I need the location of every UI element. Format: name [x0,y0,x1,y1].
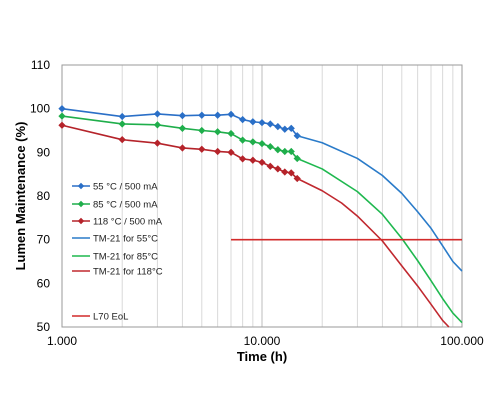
data-point-118-c-500-ma [227,148,235,156]
legend-label: 55 °C / 500 mA [93,182,158,193]
data-point-55-c-500-ma [287,124,295,132]
x-tick-label: 100.000 [440,334,484,348]
data-point-118-c-500-ma [287,169,295,177]
data-point-85-c-500-ma [266,143,274,151]
legend-label: L70 EoL [93,312,128,323]
data-point-55-c-500-ma [274,122,282,131]
data-point-118-c-500-ma [178,144,187,152]
data-point-118-c-500-ma [274,165,282,173]
y-tick-label: 90 [37,145,51,159]
data-point-55-c-500-ma [249,118,257,126]
data-point-85-c-500-ma [293,154,301,163]
data-point-55-c-500-ma [281,125,289,133]
y-axis-title: Lumen Maintenance (%) [13,122,28,271]
data-point-85-c-500-ma [287,147,295,156]
data-point-55-c-500-ma [58,105,66,113]
data-point-55-c-500-ma [238,115,247,124]
tick-labels: 50 60 70 80 90 100 110 1.000 10.000 100.000 [30,58,484,348]
legend: 55 °C / 500 mA 85 °C / 500 mA 118 °C / 500… [72,182,163,323]
legend-swatch-marker [77,200,85,208]
data-point-55-c-500-ma [293,132,301,140]
plot-area-frame [61,64,463,328]
legend-label: TM-21 for 55°C [93,234,158,245]
data-point-118-c-500-ma [249,156,257,164]
series-line-tm-21-for-85-c [296,157,463,324]
data-point-85-c-500-ma [178,124,187,132]
data-point-85-c-500-ma [281,147,289,156]
data-point-118-c-500-ma [238,155,247,163]
data-point-85-c-500-ma [118,120,126,128]
series-line-tm-21-for-55-c [297,134,463,272]
y-tick-label: 100 [30,102,50,116]
series-layer [58,105,463,328]
data-point-55-c-500-ma [227,110,235,118]
data-point-55-c-500-ma [214,111,222,119]
data-point-55-c-500-ma [178,112,187,120]
gridlines [121,65,454,327]
legend-label: TM-21 for 85°C [93,252,158,263]
data-point-55-c-500-ma [118,112,126,121]
x-axis-title: Time (h) [237,349,287,364]
data-point-85-c-500-ma [198,126,206,135]
legend-swatch-marker [77,182,85,190]
data-point-55-c-500-ma [153,110,162,118]
data-point-118-c-500-ma [153,139,162,147]
data-point-85-c-500-ma [58,112,66,120]
data-point-85-c-500-ma [249,138,257,146]
data-point-85-c-500-ma [274,146,282,154]
data-point-85-c-500-ma [214,128,222,136]
y-tick-label: 80 [37,189,51,203]
legend-label: TM-21 for 118°C [93,267,163,278]
data-point-118-c-500-ma [198,145,206,153]
data-point-85-c-500-ma [238,136,247,144]
data-point-118-c-500-ma [258,158,266,167]
y-tick-label: 110 [31,58,50,72]
data-point-118-c-500-ma [266,162,274,170]
x-tick-label: 10.000 [244,334,281,348]
data-point-85-c-500-ma [227,129,235,138]
y-tick-label: 70 [37,233,51,247]
data-point-118-c-500-ma [118,136,126,144]
data-point-55-c-500-ma [198,111,206,119]
y-tick-label: 60 [37,276,51,290]
legend-label: 85 °C / 500 mA [93,200,158,211]
data-point-55-c-500-ma [266,120,274,128]
data-point-85-c-500-ma [153,121,162,129]
legend-label: 118 °C / 500 mA [93,217,163,228]
series-line-tm-21-for-118-c [296,177,450,328]
data-point-118-c-500-ma [58,121,66,129]
data-point-85-c-500-ma [258,139,266,148]
legend-swatch-marker [77,217,85,225]
data-point-118-c-500-ma [281,168,289,176]
y-tick-label: 50 [37,320,51,334]
data-point-118-c-500-ma [214,147,222,156]
data-point-55-c-500-ma [258,119,266,127]
x-tick-label: 1.000 [47,334,77,348]
